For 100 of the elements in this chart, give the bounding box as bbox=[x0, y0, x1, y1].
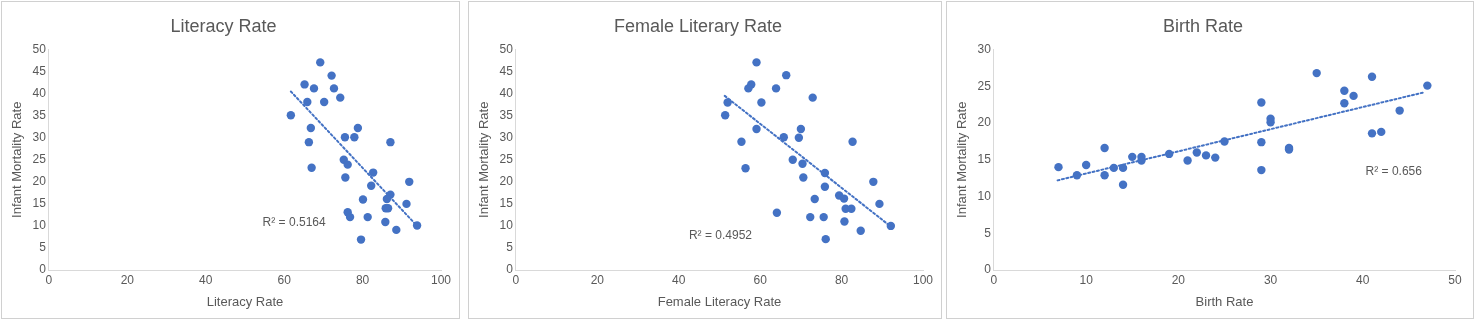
point bbox=[744, 84, 753, 93]
point bbox=[808, 93, 817, 102]
point bbox=[316, 58, 325, 67]
y-tick-label: 20 bbox=[499, 174, 514, 189]
point bbox=[327, 71, 336, 80]
point bbox=[821, 234, 830, 244]
y-tick-label: 5 bbox=[506, 240, 514, 255]
y-axis-title: Infant Mortality Rate bbox=[476, 101, 492, 218]
y-tick-label: 45 bbox=[32, 63, 47, 78]
point bbox=[840, 217, 849, 226]
point bbox=[771, 84, 781, 93]
y-tick-label: 50 bbox=[32, 41, 47, 56]
point bbox=[353, 123, 363, 133]
point bbox=[820, 168, 830, 178]
point bbox=[303, 97, 312, 107]
point bbox=[304, 137, 314, 147]
point bbox=[367, 181, 376, 191]
point bbox=[782, 70, 791, 80]
y-tick-label: 5 bbox=[984, 225, 992, 240]
x-axis-title: Birth Rate bbox=[1195, 293, 1254, 309]
y-tick-label: 10 bbox=[499, 218, 514, 233]
x-tick-label: 40 bbox=[199, 272, 213, 287]
point bbox=[1183, 156, 1192, 165]
point bbox=[1257, 165, 1266, 175]
point bbox=[1340, 99, 1349, 108]
point bbox=[799, 173, 808, 182]
point bbox=[345, 212, 355, 222]
point bbox=[1164, 149, 1174, 159]
point bbox=[839, 194, 849, 203]
y-tick-label: 30 bbox=[977, 41, 992, 56]
point bbox=[392, 225, 401, 235]
point bbox=[356, 235, 366, 244]
point bbox=[368, 168, 378, 177]
point bbox=[779, 133, 788, 142]
y-tick-label: 25 bbox=[32, 152, 47, 167]
point bbox=[286, 111, 296, 120]
point bbox=[810, 194, 819, 204]
point bbox=[741, 163, 750, 173]
point bbox=[752, 124, 761, 134]
point bbox=[382, 194, 392, 204]
point bbox=[1201, 151, 1211, 160]
point bbox=[806, 212, 815, 222]
point bbox=[386, 137, 395, 147]
point bbox=[1367, 72, 1377, 81]
y-tick-label: 35 bbox=[32, 108, 47, 123]
point bbox=[1340, 86, 1349, 95]
point bbox=[1377, 127, 1386, 137]
point bbox=[1100, 143, 1109, 153]
y-tick-label: 0 bbox=[39, 262, 47, 277]
chart-title: Literacy Rate bbox=[170, 15, 277, 36]
y-tick-label: 0 bbox=[984, 262, 992, 277]
y-tick-label: 10 bbox=[32, 218, 47, 233]
point bbox=[307, 163, 316, 172]
point bbox=[1423, 81, 1432, 90]
x-tick-label: 80 bbox=[355, 272, 370, 287]
point bbox=[1211, 153, 1220, 162]
point bbox=[1312, 68, 1321, 78]
point bbox=[1395, 106, 1404, 115]
point bbox=[1220, 137, 1229, 146]
point bbox=[1054, 162, 1063, 172]
point bbox=[723, 98, 732, 107]
x-axis-title: Literacy Rate bbox=[206, 293, 284, 309]
chart-title: Birth Rate bbox=[1162, 15, 1244, 36]
y-tick-label: 0 bbox=[506, 262, 514, 277]
x-tick-label: 20 bbox=[1171, 272, 1186, 287]
point bbox=[363, 212, 372, 222]
x-tick-label: 40 bbox=[672, 272, 686, 287]
point bbox=[336, 93, 345, 102]
point bbox=[1118, 163, 1128, 173]
chart-title: Female Literary Rate bbox=[613, 15, 783, 36]
x-tick-label: 100 bbox=[430, 272, 452, 287]
point bbox=[350, 133, 359, 142]
point bbox=[820, 182, 830, 191]
point bbox=[306, 123, 316, 133]
y-tick-label: 15 bbox=[977, 152, 992, 167]
y-axis-title: Infant Mortality Rate bbox=[9, 101, 25, 218]
x-tick-label: 20 bbox=[590, 272, 605, 287]
point bbox=[319, 97, 329, 107]
annotation: R² = 0.656 bbox=[1365, 163, 1423, 178]
point bbox=[869, 177, 878, 187]
point bbox=[1072, 171, 1082, 180]
y-tick-label: 50 bbox=[499, 41, 514, 56]
point bbox=[1257, 137, 1266, 147]
point bbox=[772, 208, 782, 217]
point bbox=[794, 133, 804, 142]
x-tick-label: 60 bbox=[753, 272, 768, 287]
point bbox=[381, 217, 390, 227]
point bbox=[796, 124, 806, 134]
y-tick-label: 5 bbox=[39, 240, 47, 255]
point bbox=[886, 221, 896, 231]
y-axis-title: Infant Mortality Rate bbox=[954, 101, 970, 218]
point bbox=[1100, 171, 1109, 180]
point bbox=[848, 137, 857, 146]
point bbox=[1349, 91, 1358, 101]
point bbox=[1367, 129, 1377, 138]
point bbox=[752, 58, 761, 67]
point bbox=[300, 80, 309, 89]
y-tick-label: 20 bbox=[32, 174, 47, 189]
x-tick-label: 30 bbox=[1263, 272, 1278, 287]
point bbox=[1118, 180, 1128, 189]
